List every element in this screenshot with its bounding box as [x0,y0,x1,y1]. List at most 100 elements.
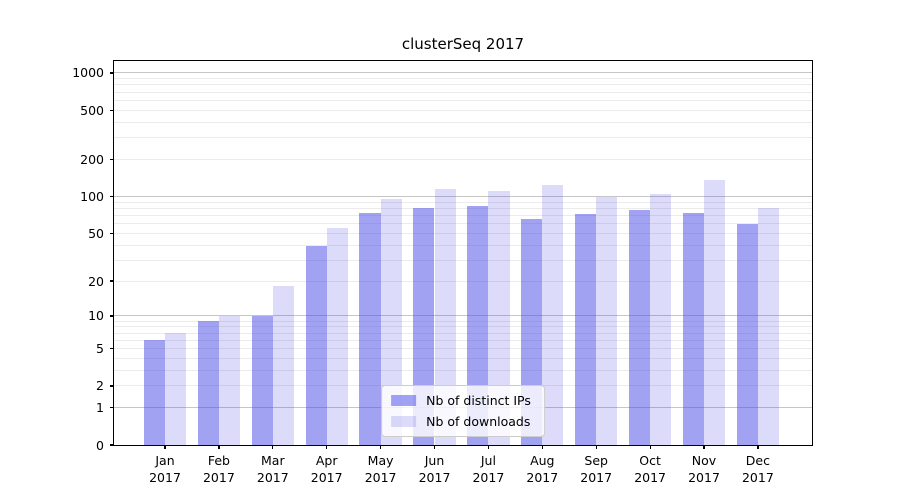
y-tick-mark [110,347,114,350]
major-gridline [114,72,812,74]
x-tick-label: Dec 2017 [726,452,790,486]
x-tick-month: Dec [745,453,770,468]
minor-gridline [114,280,812,282]
minor-gridline [114,158,812,160]
y-tick-mark [110,72,114,74]
x-tick-month: Feb [207,453,230,468]
minor-gridline [114,137,812,139]
x-tick-year: 2017 [364,470,397,485]
x-tick-year: 2017 [741,470,774,485]
x-tick-year: 2017 [149,470,181,485]
y-tick-label: 20 [88,273,104,289]
minor-gridline [114,109,812,111]
x-tick-month: Sep [584,453,608,468]
x-tick-label: Jul 2017 [456,452,520,486]
y-tick-mark [110,407,114,409]
bar-downloads-aug [542,184,564,445]
y-tick-label: 2 [96,378,104,394]
legend-label: Nb of distinct IPs [426,393,531,408]
x-tick-mark [433,445,436,449]
x-tick-month: May [367,453,394,468]
minor-gridline [114,369,812,371]
minor-gridline [114,223,812,225]
x-tick-month: Apr [315,453,338,468]
minor-gridline [114,84,812,86]
minor-gridline [114,99,812,101]
x-tick-label: Nov 2017 [672,452,736,486]
bar-downloads-oct [650,193,672,445]
minor-gridline [114,339,812,341]
minor-gridline [114,91,812,93]
x-tick-mark [757,445,759,449]
x-tick-label: Sep 2017 [564,452,628,486]
x-tick-label: Jun 2017 [403,452,467,486]
y-tick-label: 500 [80,102,104,118]
y-tick-mark [110,232,114,234]
bar-downloads-sep [596,196,618,445]
x-tick-label: Jan 2017 [133,452,197,486]
legend-label: Nb of downloads [426,414,531,429]
minor-gridline [114,232,812,234]
x-tick-mark [649,445,651,449]
bar-downloads-nov [704,180,726,445]
legend-swatch [391,416,417,427]
y-tick-label: 0 [96,437,104,453]
legend-item: Nb of downloads [391,414,531,429]
bar-downloads-jul [488,191,510,445]
x-tick-mark [218,445,220,449]
x-tick-year: 2017 [310,470,343,485]
y-tick-label: 200 [80,151,104,167]
x-tick-mark [380,445,382,449]
major-gridline [114,195,812,197]
y-tick-label: 5 [96,341,104,356]
major-gridline [114,315,812,317]
x-tick-year: 2017 [526,470,559,485]
x-tick-label: Apr 2017 [295,452,359,486]
x-tick-mark [164,445,166,449]
x-tick-year: 2017 [202,470,235,485]
minor-gridline [114,320,812,322]
bar-distinct-ips-oct [628,210,651,445]
x-tick-month: Oct [639,453,661,468]
bar-downloads-apr [326,228,348,445]
x-tick-year: 2017 [418,470,451,485]
bar-downloads-jun [434,189,456,445]
minor-gridline [114,348,812,350]
chart-title: clusterSeq 2017 [401,35,525,53]
x-tick-mark [703,445,705,449]
minor-gridline [114,201,812,203]
bar-downloads-feb [218,315,241,445]
minor-gridline [114,78,812,80]
y-tick-mark [110,315,114,317]
y-tick-mark [110,444,114,446]
bar-distinct-ips-dec [736,223,758,445]
x-tick-label: Mar 2017 [241,452,305,486]
legend: Nb of distinct IPs Nb of downloads [381,385,545,437]
y-tick-mark [110,280,114,282]
x-tick-year: 2017 [634,470,666,485]
minor-gridline [114,326,812,328]
minor-gridline [114,207,812,209]
minor-gridline [114,244,812,246]
x-tick-year: 2017 [580,470,613,485]
y-tick-mark [110,195,114,198]
y-tick-label: 1 [96,400,104,416]
x-tick-month: Mar [261,453,285,468]
bar-distinct-ips-sep [575,213,597,445]
x-tick-year: 2017 [688,470,720,485]
x-tick-mark [326,445,328,449]
x-tick-year: 2017 [472,470,505,485]
bar-distinct-ips-apr [305,246,327,445]
x-tick-label: Feb 2017 [187,452,251,486]
x-tick-label: Aug 2017 [510,452,574,486]
y-tick-mark [110,385,114,387]
plot-area: Nb of distinct IPs Nb of downloads [113,60,813,446]
bar-downloads-dec [757,208,780,445]
y-tick-mark [110,158,114,161]
bar-distinct-ips-feb [197,321,219,445]
bar-distinct-ips-nov [682,213,704,445]
minor-gridline [114,121,812,123]
x-tick-mark [487,445,490,449]
minor-gridline [114,259,812,261]
bar-distinct-ips-may [359,212,381,445]
